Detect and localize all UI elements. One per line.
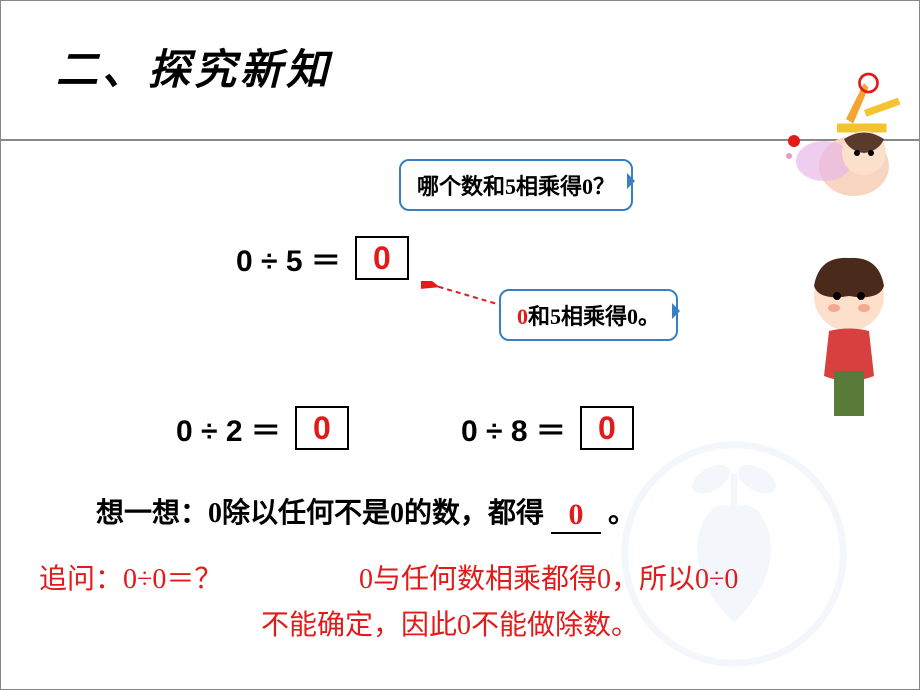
equation-2: 0 ÷ 2 ＝ 0	[176, 406, 349, 450]
girl-character-icon	[779, 246, 909, 421]
equation-lhs: 0 ÷ 8 ＝	[461, 406, 566, 450]
follow-answer-line2: 不能确定，因此0不能做除数。	[261, 603, 639, 643]
follow-question: 追问：0÷0＝？	[39, 557, 222, 597]
equation-3: 0 ÷ 8 ＝ 0	[461, 406, 634, 450]
rule-statement: 想一想：0除以任何不是0的数，都得 0 。	[96, 491, 636, 532]
divider	[1, 139, 920, 141]
question-bubble: 哪个数和5相乘得0？	[399, 159, 633, 211]
answer-highlight: 0	[517, 304, 528, 329]
rule-pre: 想一想：0除以任何不是0的数，都得	[96, 498, 544, 529]
section-title: 二、探究新知	[56, 36, 332, 97]
answer-text: 和5相乘得0。	[528, 304, 660, 329]
fairy-character-icon	[779, 111, 909, 221]
rule-blank: 0	[551, 498, 601, 534]
watermark-icon	[619, 439, 849, 669]
equation-1: 0 ÷ 5 ＝ 0	[236, 236, 409, 280]
equation-lhs: 0 ÷ 5 ＝	[236, 236, 341, 280]
answer-box-1: 0	[355, 236, 409, 280]
answer-box-2: 0	[295, 406, 349, 450]
answer-bubble: 0和5相乘得0。	[499, 289, 678, 341]
equation-lhs: 0 ÷ 2 ＝	[176, 406, 281, 450]
